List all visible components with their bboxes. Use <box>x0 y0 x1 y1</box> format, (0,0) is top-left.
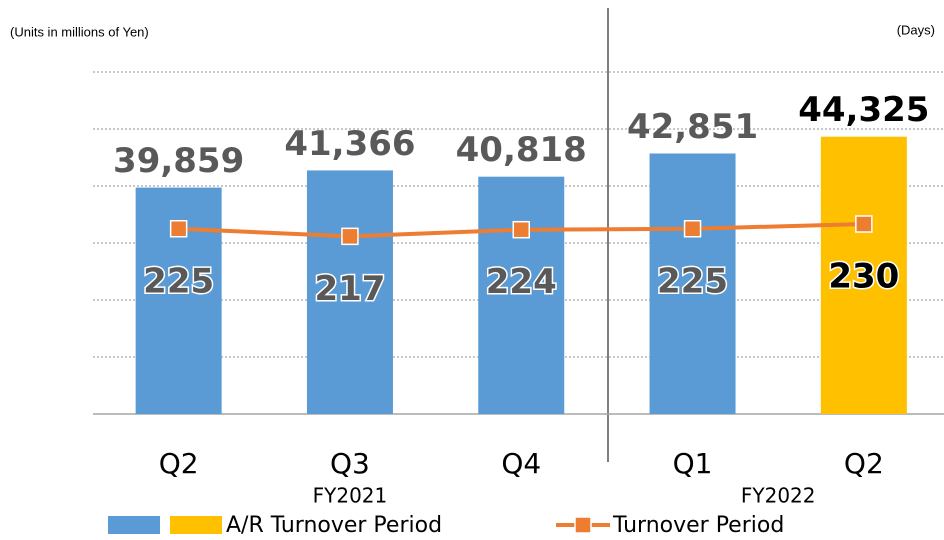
x-tick-label: Q2 <box>159 447 199 480</box>
line-marker <box>855 215 873 233</box>
bar <box>649 153 736 414</box>
bar-value-label: 44,325 <box>798 90 929 130</box>
bar-value-label: 39,859 <box>113 141 244 181</box>
group-label: FY2021 <box>313 484 388 508</box>
bar <box>478 176 565 414</box>
units-left: (Units in millions of Yen) <box>10 24 149 39</box>
line-value-label: 230 <box>828 257 899 297</box>
group-label: FY2022 <box>741 484 816 508</box>
line-marker <box>512 220 530 239</box>
legend-marker <box>574 516 592 534</box>
legend-swatch <box>170 516 222 534</box>
units-right: (Days) <box>897 22 935 37</box>
x-tick-label: Q3 <box>330 447 370 480</box>
line-value-label: 224 <box>486 262 557 302</box>
x-tick-label: Q4 <box>501 447 541 480</box>
line-marker <box>169 220 188 238</box>
legend-swatch <box>108 516 160 534</box>
legend-label: Turnover Period <box>612 513 784 538</box>
line-value-label: 225 <box>657 261 728 301</box>
line-marker <box>683 220 702 238</box>
line-marker <box>341 227 359 246</box>
bar <box>820 136 907 414</box>
bar-value-label: 42,851 <box>627 107 758 147</box>
x-tick-label: Q2 <box>844 447 884 480</box>
bar <box>306 170 393 414</box>
bar-value-label: 41,366 <box>284 124 415 164</box>
x-tick-label: Q1 <box>673 447 713 480</box>
line-value-label: 225 <box>143 261 214 301</box>
bar-value-label: 40,818 <box>456 130 587 170</box>
legend-label: A/R Turnover Period <box>226 513 442 538</box>
line-value-label: 217 <box>314 269 385 309</box>
